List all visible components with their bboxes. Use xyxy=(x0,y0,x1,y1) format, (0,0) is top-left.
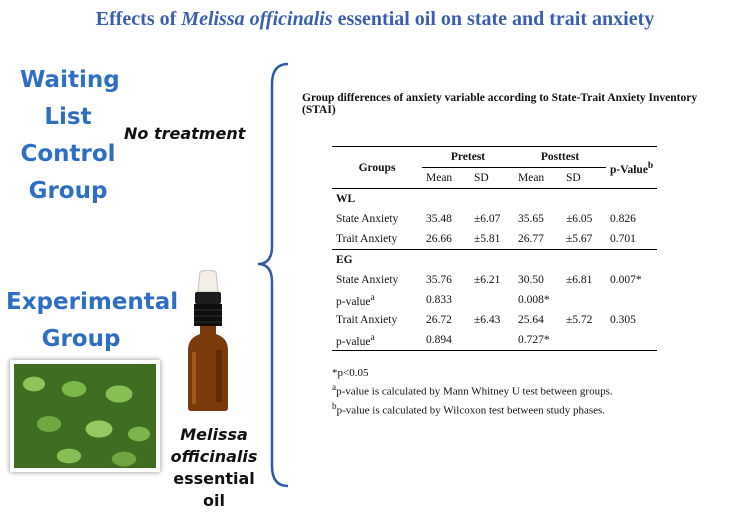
pvalue-header-text: p-Value xyxy=(610,163,648,176)
header-row-1: Groups Pretest Posttest p-Valueb xyxy=(332,146,658,189)
p-value: 0.305 xyxy=(610,314,636,326)
table-row: p-valuea 0.894 0.727* xyxy=(332,330,658,351)
pre-sd: ±6.07 xyxy=(474,213,501,225)
footnote-a-sup: a xyxy=(332,382,337,392)
melissa-essential-oil-label: Melissa officinalis essential oil xyxy=(160,424,268,512)
post-p: 0.727* xyxy=(514,330,562,351)
wl-group-label: WL xyxy=(336,193,356,205)
no-treatment-label: No treatment xyxy=(124,124,246,143)
row-name: State Anxiety xyxy=(336,213,399,225)
melissa-line-2: officinalis xyxy=(170,447,258,466)
header-row-2: Mean SD Mean SD xyxy=(332,167,657,189)
wl-group-row: WL xyxy=(332,189,657,210)
table-row: Trait Anxiety 26.72 ±6.43 25.64 ±5.72 0.… xyxy=(332,310,657,330)
waiting-list-control-group-label: Waiting List Control Group xyxy=(20,62,120,210)
table-row: State Anxiety 35.48 ±6.07 35.65 ±6.05 0.… xyxy=(332,209,657,229)
p-value: 0.826 xyxy=(610,213,636,225)
essential-oil-line: essential oil xyxy=(173,469,255,510)
wl-line-3: Control xyxy=(20,141,116,167)
pre-mean: 26.66 xyxy=(422,229,470,250)
footnote-b-text: p-value is calculated by Wilcoxon test b… xyxy=(336,404,606,417)
title-species: Melissa officinalis xyxy=(181,8,333,30)
post-sd: ±6.81 xyxy=(566,274,593,286)
row-name: Trait Anxiety xyxy=(332,229,422,250)
curly-brace-divider xyxy=(257,62,289,488)
title-prefix: Effects of xyxy=(95,8,182,30)
post-mean: 26.77 xyxy=(514,229,562,250)
pre-sd: ±5.81 xyxy=(470,229,514,250)
title-suffix: essential oil on state and trait anxiety xyxy=(332,8,655,30)
table-row: p-valuea 0.833 0.008* xyxy=(332,290,657,310)
post-sd: ±5.67 xyxy=(562,229,606,250)
pre-p: 0.833 xyxy=(426,294,452,306)
row-name: p-valuea xyxy=(332,330,422,351)
p-value-row-label: p-value xyxy=(336,335,371,348)
footnote-significance: *p<0.05 xyxy=(332,367,369,379)
pre-p: 0.894 xyxy=(422,330,470,351)
page-title: Effects of Melissa officinalis essential… xyxy=(0,8,750,31)
groups-header: Groups xyxy=(332,146,422,189)
footnote-b-sup: b xyxy=(332,400,337,411)
p-value: 0.701 xyxy=(606,229,658,250)
pre-sd-header: SD xyxy=(470,167,514,189)
p-value-row-sup: a xyxy=(370,292,375,304)
wl-line-4: Group xyxy=(28,178,108,204)
pre-mean: 35.76 xyxy=(426,274,452,286)
posttest-header: Posttest xyxy=(514,146,606,168)
p-value-row-label: p-value xyxy=(336,295,371,308)
footnote-a: ap-value is calculated by Mann Whitney U… xyxy=(332,380,613,399)
p-value: 0.007* xyxy=(610,274,642,286)
pretest-header: Pretest xyxy=(422,146,514,168)
pre-mean-header: Mean xyxy=(422,167,470,189)
pre-sd: ±6.21 xyxy=(474,274,501,286)
row-name: p-valuea xyxy=(332,290,422,310)
pre-mean: 35.48 xyxy=(426,213,452,225)
eg-line-2: Group xyxy=(41,326,121,352)
eg-group-row: EG xyxy=(332,250,657,271)
pvalue-header: p-Valueb xyxy=(606,146,658,189)
pre-mean: 26.72 xyxy=(426,314,452,326)
row-name: Trait Anxiety xyxy=(336,314,398,326)
eg-group-label: EG xyxy=(336,254,353,266)
stai-table: Groups Pretest Posttest p-Valueb Mean SD… xyxy=(332,146,658,351)
eg-line-1: Experimental xyxy=(6,289,179,315)
essential-oil-bottle-image xyxy=(188,270,228,411)
post-mean-header: Mean xyxy=(514,167,562,189)
pre-sd: ±6.43 xyxy=(474,314,501,326)
post-p: 0.008* xyxy=(518,294,550,306)
table-caption: Group differences of anxiety variable ac… xyxy=(302,92,698,116)
row-name: State Anxiety xyxy=(336,274,399,286)
p-value-row-sup: a xyxy=(370,332,375,344)
post-mean: 30.50 xyxy=(518,274,544,286)
footnote-a-text: p-value is calculated by Mann Whitney U … xyxy=(336,385,613,398)
wl-line-2: List xyxy=(44,104,92,130)
melissa-leaves-photo xyxy=(10,360,160,472)
post-sd: ±5.72 xyxy=(566,314,593,326)
post-mean: 25.64 xyxy=(518,314,544,326)
footnote-b: bp-value is calculated by Wilcoxon test … xyxy=(332,399,613,418)
post-mean: 35.65 xyxy=(518,213,544,225)
table-footnotes: *p<0.05 ap-value is calculated by Mann W… xyxy=(332,366,613,417)
pvalue-header-sup: b xyxy=(647,159,654,171)
wl-line-1: Waiting xyxy=(20,67,120,93)
post-sd: ±6.05 xyxy=(566,213,593,225)
table-row: State Anxiety 35.76 ±6.21 30.50 ±6.81 0.… xyxy=(332,270,657,290)
melissa-line-1: Melissa xyxy=(180,425,248,444)
post-sd-header: SD xyxy=(562,167,606,189)
experimental-group-label: Experimental Group xyxy=(6,284,179,358)
table-row: Trait Anxiety 26.66 ±5.81 26.77 ±5.67 0.… xyxy=(332,229,658,250)
